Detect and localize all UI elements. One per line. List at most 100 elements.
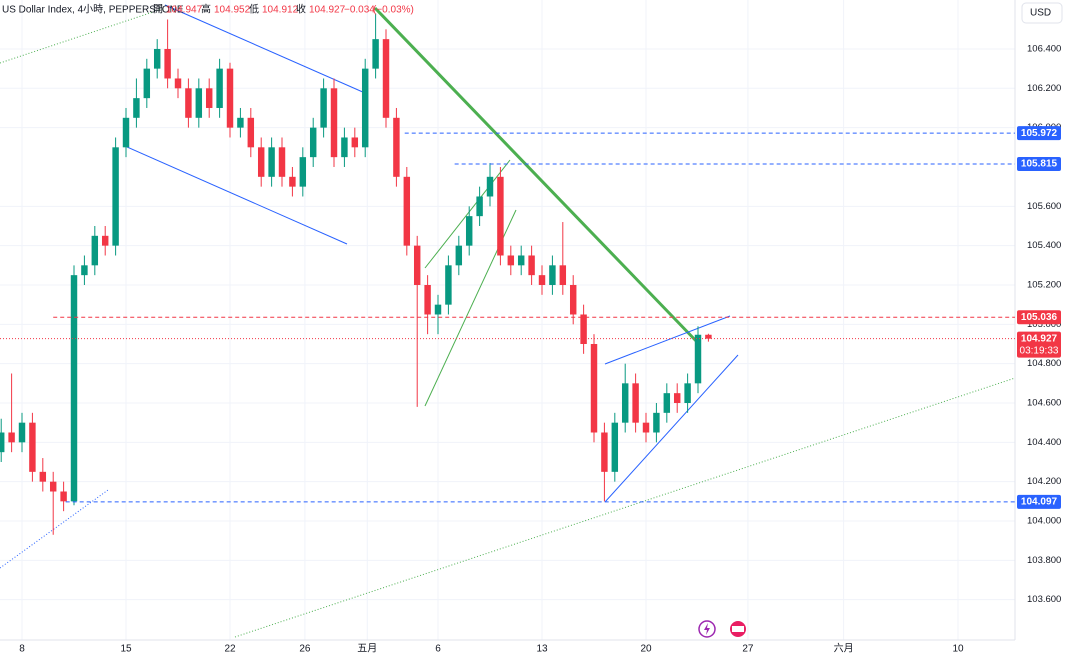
candle-body (91, 235, 99, 266)
candle-body (382, 39, 390, 118)
candle-body (309, 127, 317, 158)
candle-body (60, 491, 67, 502)
candle-body (403, 176, 411, 246)
y-tick-label: 106.400 (1027, 43, 1061, 54)
candle-body (101, 235, 109, 246)
candle-body (257, 147, 265, 177)
candle-body (393, 117, 400, 177)
candle-body (153, 48, 161, 69)
candle-body (663, 393, 671, 413)
label: 高 (201, 3, 211, 16)
candle-body (70, 275, 78, 502)
price-label-box (1017, 494, 1061, 509)
last-price-box (1017, 331, 1061, 358)
candle-body (0, 432, 5, 453)
candle-body (216, 68, 223, 108)
last-price-label: 104.927 (1021, 333, 1058, 344)
countdown: 03:19:33 (1020, 345, 1059, 356)
candles (0, 13, 712, 535)
label: 開 (153, 4, 163, 16)
candle-body (278, 147, 286, 177)
wedge-line (604, 315, 731, 365)
candle-body (621, 383, 629, 423)
x-tick-label: 8 (19, 644, 25, 655)
x-tick-label: 10 (952, 644, 964, 655)
channel-line (164, 4, 366, 94)
drawings (0, 4, 1016, 638)
grid (0, 0, 1015, 640)
channel-line (126, 146, 348, 245)
x-tick-label: 27 (742, 644, 754, 655)
candle-body (580, 314, 587, 344)
channel-line (424, 159, 511, 269)
price-label-box (1017, 157, 1061, 172)
candle-body (320, 88, 327, 128)
candle-body (112, 147, 119, 246)
candle-body (29, 422, 36, 472)
x-tick-label: 六月 (834, 643, 854, 655)
y-tick-label: 105.600 (1027, 201, 1061, 212)
candle-body (268, 147, 275, 177)
event-icons (698, 620, 746, 638)
currency[interactable]: USD (1030, 8, 1051, 19)
icon-bolt (704, 623, 710, 635)
candle-body (195, 88, 203, 118)
label: 收 (296, 3, 306, 16)
candle-body (226, 68, 234, 128)
candle-body (455, 245, 463, 266)
candle-body (174, 78, 182, 89)
wedge-line (604, 354, 739, 503)
currency-button[interactable] (1021, 2, 1063, 24)
x-tick-label: 20 (640, 644, 652, 655)
candle-body (143, 68, 151, 99)
y-tick-label: 105.400 (1027, 240, 1061, 251)
candle-body (39, 471, 47, 482)
candle-body (476, 196, 483, 217)
candle-body (694, 334, 702, 384)
trend-line (373, 6, 702, 347)
candle-body (549, 265, 556, 285)
icon-flag (732, 626, 744, 632)
candle-body (289, 176, 296, 187)
ohlc-header: 開 104.947 高 104.952 低 104.912 收 104.927 … (153, 3, 414, 16)
candle-body (673, 393, 681, 403)
candle-body (424, 284, 431, 315)
price-label-box (1017, 310, 1061, 325)
y-tick-label: 105.200 (1027, 280, 1061, 291)
candle-body (361, 68, 369, 148)
value: 104.927 (309, 5, 346, 16)
candle-body (299, 157, 307, 187)
candle-body (559, 265, 567, 285)
candle-body (434, 304, 442, 315)
x-tick-label: 五月 (357, 643, 377, 655)
chart-title: US Dollar Index, 4小時, PEPPERSTONE (2, 4, 184, 16)
candle-body (18, 422, 26, 443)
price-label-box (1017, 126, 1061, 141)
candle-body (507, 255, 515, 266)
candle-body (341, 137, 348, 158)
candle-body (413, 245, 421, 285)
candle-body (81, 265, 88, 276)
trend-line (234, 377, 1016, 638)
label: 低 (249, 3, 259, 16)
candle-body (684, 383, 691, 403)
y-tick-label: 103.600 (1027, 594, 1061, 605)
candle-body (517, 255, 525, 266)
y-tick-label: 105.000 (1027, 319, 1061, 330)
price-label: 104.097 (1021, 497, 1058, 508)
candle-body (611, 422, 619, 472)
trend-line (0, 489, 109, 569)
value: 104.952 (214, 5, 251, 16)
y-tick-label: 104.600 (1027, 398, 1061, 409)
candle-body (49, 481, 57, 492)
candle-body (601, 432, 608, 472)
trend-line (0, 7, 166, 64)
y-tick-label: 106.200 (1027, 83, 1061, 94)
price-label: 105.036 (1021, 312, 1058, 323)
candle-body (528, 255, 535, 276)
candle-body (237, 117, 244, 128)
y-tick-label: 104.800 (1027, 358, 1061, 369)
x-tick-label: 13 (536, 644, 548, 655)
